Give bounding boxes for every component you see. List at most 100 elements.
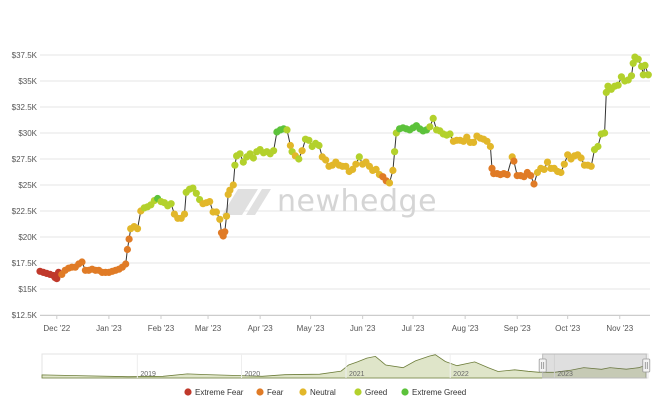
y-tick-label: $20K	[18, 233, 37, 242]
data-point[interactable]	[463, 133, 471, 141]
x-tick-label: Jul '23	[402, 324, 425, 333]
sentiment-points	[36, 53, 652, 283]
newhedge-wordmark: newhedge	[277, 184, 437, 219]
data-point[interactable]	[557, 168, 565, 177]
data-point[interactable]	[221, 228, 229, 236]
data-point[interactable]	[206, 198, 214, 206]
x-tick-label: Apr '23	[248, 324, 274, 333]
data-point[interactable]	[486, 142, 494, 151]
data-point[interactable]	[305, 136, 313, 144]
navigator-handle-right[interactable]	[642, 358, 651, 373]
legend-label: Fear	[267, 388, 284, 397]
data-point[interactable]	[426, 123, 434, 131]
data-point[interactable]	[192, 189, 200, 197]
data-point[interactable]	[180, 210, 189, 218]
legend-item[interactable]: Extreme Fear	[184, 388, 244, 397]
data-point[interactable]	[236, 150, 244, 158]
data-point[interactable]	[286, 141, 294, 150]
data-point[interactable]	[594, 142, 602, 151]
y-tick-label: $12.5K	[12, 311, 38, 320]
legend-item[interactable]: Greed	[354, 388, 387, 397]
data-point[interactable]	[53, 275, 61, 283]
navigator-selection[interactable]	[542, 353, 647, 379]
legend-label: Extreme Greed	[412, 388, 466, 397]
data-point[interactable]	[349, 165, 357, 173]
x-tick-label: Sep '23	[504, 324, 531, 333]
range-navigator[interactable]: 2019 2020 2021 2022 2023	[41, 353, 651, 379]
data-point[interactable]	[239, 158, 247, 166]
y-tick-label: $25K	[18, 181, 37, 190]
data-point[interactable]	[355, 153, 363, 161]
legend: Extreme Fear Fear Neutral Greed Extreme Gree…	[184, 388, 466, 397]
data-point[interactable]	[560, 160, 568, 168]
data-point[interactable]	[527, 172, 535, 180]
x-tick-label: Feb '23	[148, 324, 175, 333]
data-point[interactable]	[125, 235, 133, 243]
data-point[interactable]	[133, 225, 142, 233]
x-tick-label: Aug '23	[452, 324, 479, 333]
navigator-tick-label: 2021	[349, 371, 365, 378]
data-point[interactable]	[644, 71, 652, 79]
data-point[interactable]	[429, 114, 437, 122]
legend-swatch-icon	[354, 388, 362, 396]
navigator-handle-left[interactable]	[538, 358, 547, 373]
legend-item[interactable]: Extreme Greed	[401, 388, 466, 397]
data-point[interactable]	[342, 162, 350, 170]
data-point[interactable]	[530, 180, 538, 188]
legend-item[interactable]: Neutral	[299, 388, 336, 397]
data-point[interactable]	[212, 208, 220, 216]
navigator-series	[41, 354, 647, 379]
data-point[interactable]	[577, 154, 585, 162]
y-axis: $12.5K $15K $17.5K $20K $22.5K $25K $27.5K $30K…	[12, 51, 38, 320]
x-tick-label: Jan '23	[96, 324, 122, 333]
data-point[interactable]	[189, 184, 197, 192]
legend-item[interactable]: Fear	[256, 388, 284, 397]
data-point[interactable]	[231, 161, 239, 169]
data-point[interactable]	[283, 126, 291, 134]
data-point[interactable]	[295, 155, 303, 163]
data-point[interactable]	[641, 61, 649, 69]
data-point[interactable]	[510, 157, 518, 165]
legend-swatch-icon	[184, 388, 192, 396]
data-point[interactable]	[614, 81, 622, 89]
y-tick-label: $37.5K	[12, 51, 38, 60]
x-tick-label: Nov '23	[606, 324, 633, 333]
data-point[interactable]	[634, 55, 642, 63]
y-tick-label: $35K	[18, 77, 37, 86]
data-point[interactable]	[372, 165, 380, 173]
data-point[interactable]	[249, 154, 257, 162]
data-point[interactable]	[601, 129, 609, 137]
data-point[interactable]	[222, 212, 231, 220]
data-point[interactable]	[543, 158, 552, 166]
x-tick-label: Mar '23	[195, 324, 222, 333]
data-point[interactable]	[122, 260, 130, 268]
data-point[interactable]	[226, 186, 234, 194]
data-point[interactable]	[78, 258, 86, 266]
data-point[interactable]	[503, 171, 511, 179]
data-point[interactable]	[216, 215, 224, 223]
data-point[interactable]	[315, 141, 323, 150]
legend-swatch-icon	[401, 388, 409, 396]
y-tick-label: $27.5K	[12, 155, 38, 164]
data-point[interactable]	[123, 245, 131, 254]
data-point[interactable]	[391, 148, 399, 156]
data-point[interactable]	[229, 181, 237, 189]
data-point[interactable]	[540, 165, 548, 173]
data-point[interactable]	[270, 147, 278, 155]
data-point[interactable]	[627, 72, 636, 80]
data-point[interactable]	[470, 138, 478, 146]
data-point[interactable]	[483, 137, 491, 145]
data-point[interactable]	[446, 130, 454, 138]
data-point[interactable]	[629, 59, 637, 67]
x-tick-label: Dec '22	[43, 324, 70, 333]
data-point[interactable]	[389, 166, 397, 174]
data-point[interactable]	[385, 179, 394, 187]
data-point[interactable]	[322, 156, 330, 164]
data-point[interactable]	[352, 160, 360, 168]
data-point[interactable]	[298, 147, 306, 155]
data-point[interactable]	[587, 162, 595, 170]
data-point[interactable]	[167, 200, 175, 208]
data-point[interactable]	[639, 71, 647, 79]
legend-label: Neutral	[310, 388, 336, 397]
